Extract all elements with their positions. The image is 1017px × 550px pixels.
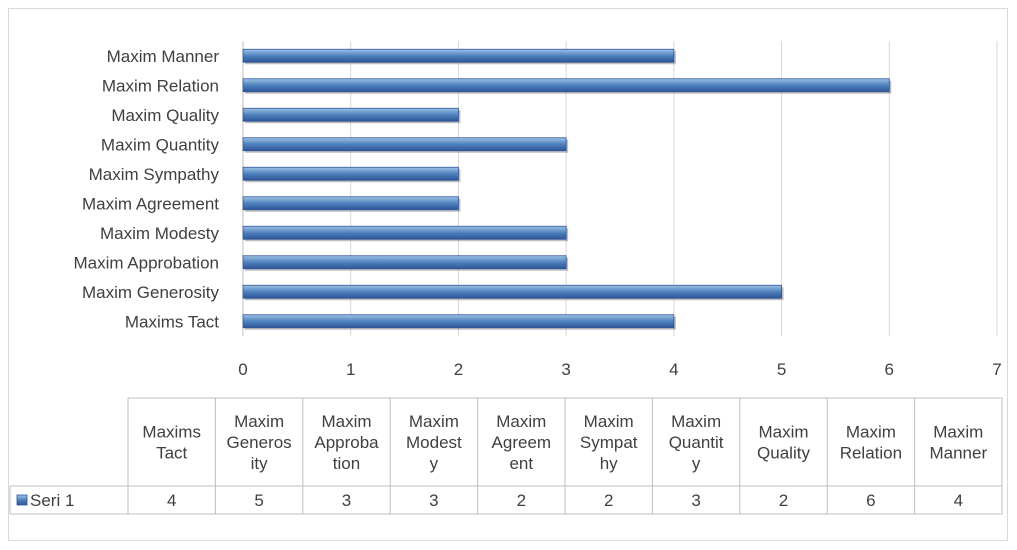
table-value: 5 [254,491,263,510]
bar [242,196,459,211]
table-header-text: Generos [226,433,291,452]
table-header-text: Quantit [669,433,724,452]
category-label: Maxims Tact [125,312,219,331]
bar [242,225,567,240]
bars [242,48,892,330]
table-header-text: Approba [314,433,379,452]
bar [242,255,567,270]
table-header-text: Sympat [580,433,638,452]
data-table: Maxims Tact Maxim Generos ity Maxim Approba tio… [9,397,1003,515]
table-header-text: Maxim [671,412,721,431]
bar [242,107,459,122]
category-label: Maxim Agreement [82,194,219,213]
category-label: Maxim Generosity [82,283,219,302]
category-label: Maxim Quality [111,106,219,125]
category-label: Maxim Quantity [101,135,220,154]
table-header-text: ity [251,454,269,473]
table-header-text: Maxim [234,412,284,431]
table-header-text: y [692,454,701,473]
x-tick-label: 2 [454,360,463,379]
bar [242,48,675,63]
bar [242,78,890,93]
bar [242,314,675,329]
bar [242,137,567,152]
table-value: 2 [604,491,613,510]
table-header-text: Relation [840,444,902,463]
category-labels: Maxims Tact Maxim Generosity Maxim Approba… [73,47,219,332]
table-header-text: hy [600,454,618,473]
category-label: Maxim Sympathy [89,165,220,184]
table-value: 3 [342,491,351,510]
x-tick-label: 3 [561,360,570,379]
table-header-text: Quality [757,444,810,463]
x-tick-label: 7 [992,360,1001,379]
table-value: 4 [167,491,176,510]
table-header-text: Maxim [584,412,634,431]
bar [242,166,459,181]
x-tick-label: 6 [885,360,894,379]
table-header-text: y [430,454,439,473]
category-label: Maxim Modesty [100,224,220,243]
table-header-text: Maxim [321,412,371,431]
table-header-text: Manner [929,444,987,463]
table-header-text: Maxim [496,412,546,431]
table-header-text: Maxim [409,412,459,431]
table-value: 2 [779,491,788,510]
bar [242,284,782,299]
chart-frame [8,8,1008,541]
table-header-text: Maxim [758,423,808,442]
table-header-text: Modest [406,433,462,452]
table-header-text: Maxim [933,423,983,442]
table-value: 2 [517,491,526,510]
category-label: Maxim Manner [107,47,220,66]
table-value: 4 [954,491,963,510]
x-tick-label: 4 [669,360,678,379]
x-tick-label: 5 [777,360,786,379]
table-value: 6 [866,491,875,510]
x-tick-label: 1 [346,360,355,379]
series-label: Seri 1 [30,491,74,510]
category-label: Maxim Relation [102,76,219,95]
x-axis-ticks: 0 1 2 3 4 5 6 7 [238,360,1001,379]
table-header-text: ent [509,454,533,473]
table-header-text: Agreem [492,433,552,452]
table-value: 3 [429,491,438,510]
table-header-text: tion [333,454,360,473]
category-label: Maxim Approbation [73,253,219,272]
table-header-text: Maxim [846,423,896,442]
table-header-text: Tact [156,444,187,463]
legend-key [16,494,28,506]
x-tick-label: 0 [238,360,247,379]
table-value: 3 [691,491,700,510]
table-header-text: Maxims [142,423,201,442]
